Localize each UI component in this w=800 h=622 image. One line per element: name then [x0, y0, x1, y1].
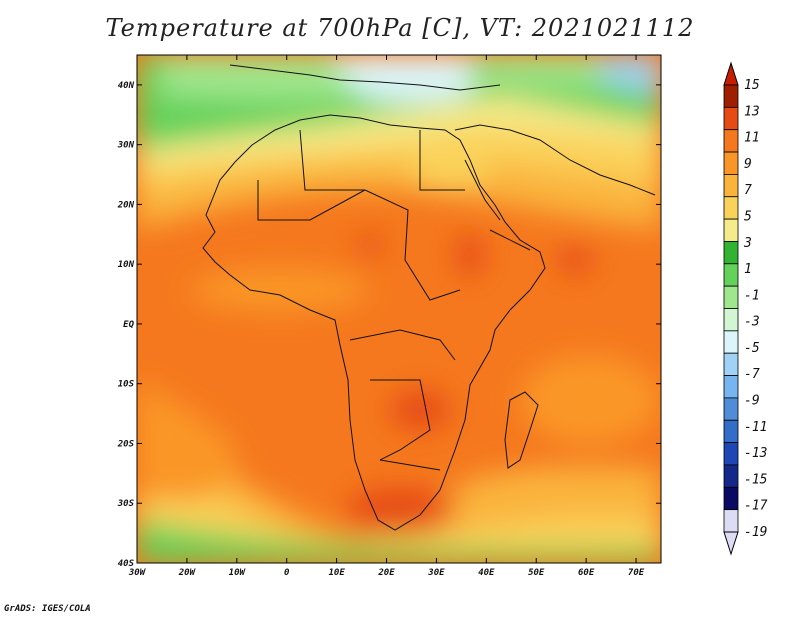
colorbar-level-label: -17 — [744, 499, 768, 514]
lon-tick-label: 20E — [377, 568, 395, 578]
colorbar-swatch — [723, 308, 739, 332]
lon-tick-label: 40E — [478, 568, 495, 578]
colorbar-level-label: -9 — [744, 394, 760, 409]
colorbar-swatch — [723, 442, 739, 466]
map-title: Temperature at 700hPa [C], VT: 202102111… — [105, 14, 695, 42]
coastlines — [202, 64, 656, 531]
colorbar-min-arrow — [723, 531, 739, 556]
colorbar-swatch — [723, 486, 739, 511]
colorbar-swatch — [723, 375, 739, 399]
lat-tick-label: 10N — [118, 260, 135, 270]
lon-tick-label: 30E — [427, 568, 445, 578]
colorbar-swatch — [723, 352, 739, 376]
colorbar-level-label: 15 — [744, 78, 760, 93]
lat-tick-label: 30N — [117, 141, 135, 151]
lon-tick-label: 20W — [178, 568, 197, 578]
colorbar-swatch — [723, 84, 739, 108]
colorbar-level-label: -15 — [744, 472, 768, 487]
lat-tick-label: 10S — [118, 380, 135, 390]
lat-tick-label: 40S — [118, 559, 135, 569]
colorbar-swatch — [723, 419, 739, 444]
map-frame — [136, 54, 662, 564]
lon-tick-label: 60E — [578, 568, 595, 578]
lon-tick-label: 30W — [128, 568, 147, 578]
colorbar-level-label: -11 — [744, 420, 767, 435]
colorbar-swatch — [723, 285, 739, 309]
lon-tick-label: 0 — [284, 568, 290, 578]
colorbar: 15 13 11 9 7 5 3 1 -1 -3 -5 -7 -9 -11 -13 -15 -17 -19 — [723, 61, 768, 556]
lat-tick-label: 40N — [118, 81, 135, 91]
colorbar-level-label: 5 — [744, 209, 752, 224]
colorbar-level-label: 3 — [743, 236, 752, 251]
colorbar-swatch — [723, 509, 739, 533]
lat-tick-label: 20S — [117, 439, 135, 449]
lon-tick-label: 50E — [528, 568, 545, 578]
colorbar-level-label: 9 — [744, 157, 752, 172]
lon-tick-label: 10E — [328, 568, 345, 578]
colorbar-swatch — [723, 151, 739, 175]
lon-tick-label: 10W — [229, 568, 247, 578]
colorbar-swatch — [723, 397, 739, 421]
temperature-field — [137, 55, 661, 563]
colorbar-level-label: -5 — [744, 341, 760, 356]
colorbar-level-label: -3 — [744, 315, 760, 330]
colorbar-swatch — [723, 464, 739, 488]
credit-label: GrADS: IGES/COLA — [4, 604, 91, 614]
colorbar-swatch — [723, 173, 739, 198]
colorbar-level-label: 13 — [744, 104, 760, 119]
lat-tick-label: EQ — [123, 320, 134, 330]
colorbar-level-label: -13 — [744, 446, 767, 461]
colorbar-swatch — [723, 241, 739, 265]
colorbar-swatch — [723, 218, 739, 242]
lat-tick-label: 20N — [117, 200, 135, 210]
colorbar-level-label: 11 — [744, 131, 760, 146]
lat-tick-label: 30S — [117, 499, 135, 509]
colorbar-swatch — [723, 263, 739, 287]
colorbar-level-label: 7 — [744, 183, 752, 198]
colorbar-max-arrow — [723, 61, 739, 86]
colorbar-level-label: -1 — [744, 288, 760, 303]
colorbar-level-label: -19 — [744, 525, 767, 540]
colorbar-level-label: 1 — [744, 262, 752, 277]
colorbar-swatch — [723, 129, 739, 153]
colorbar-swatch — [723, 106, 739, 131]
colorbar-swatch — [723, 330, 739, 354]
colorbar-level-label: -7 — [744, 367, 760, 382]
lon-tick-label: 70E — [628, 568, 645, 578]
map-ticks: 30W 20W 10W 0 10E 20E 30E 40E 50E 60E 70E 40N 30N 20N… — [117, 55, 661, 578]
colorbar-swatch — [723, 196, 739, 220]
